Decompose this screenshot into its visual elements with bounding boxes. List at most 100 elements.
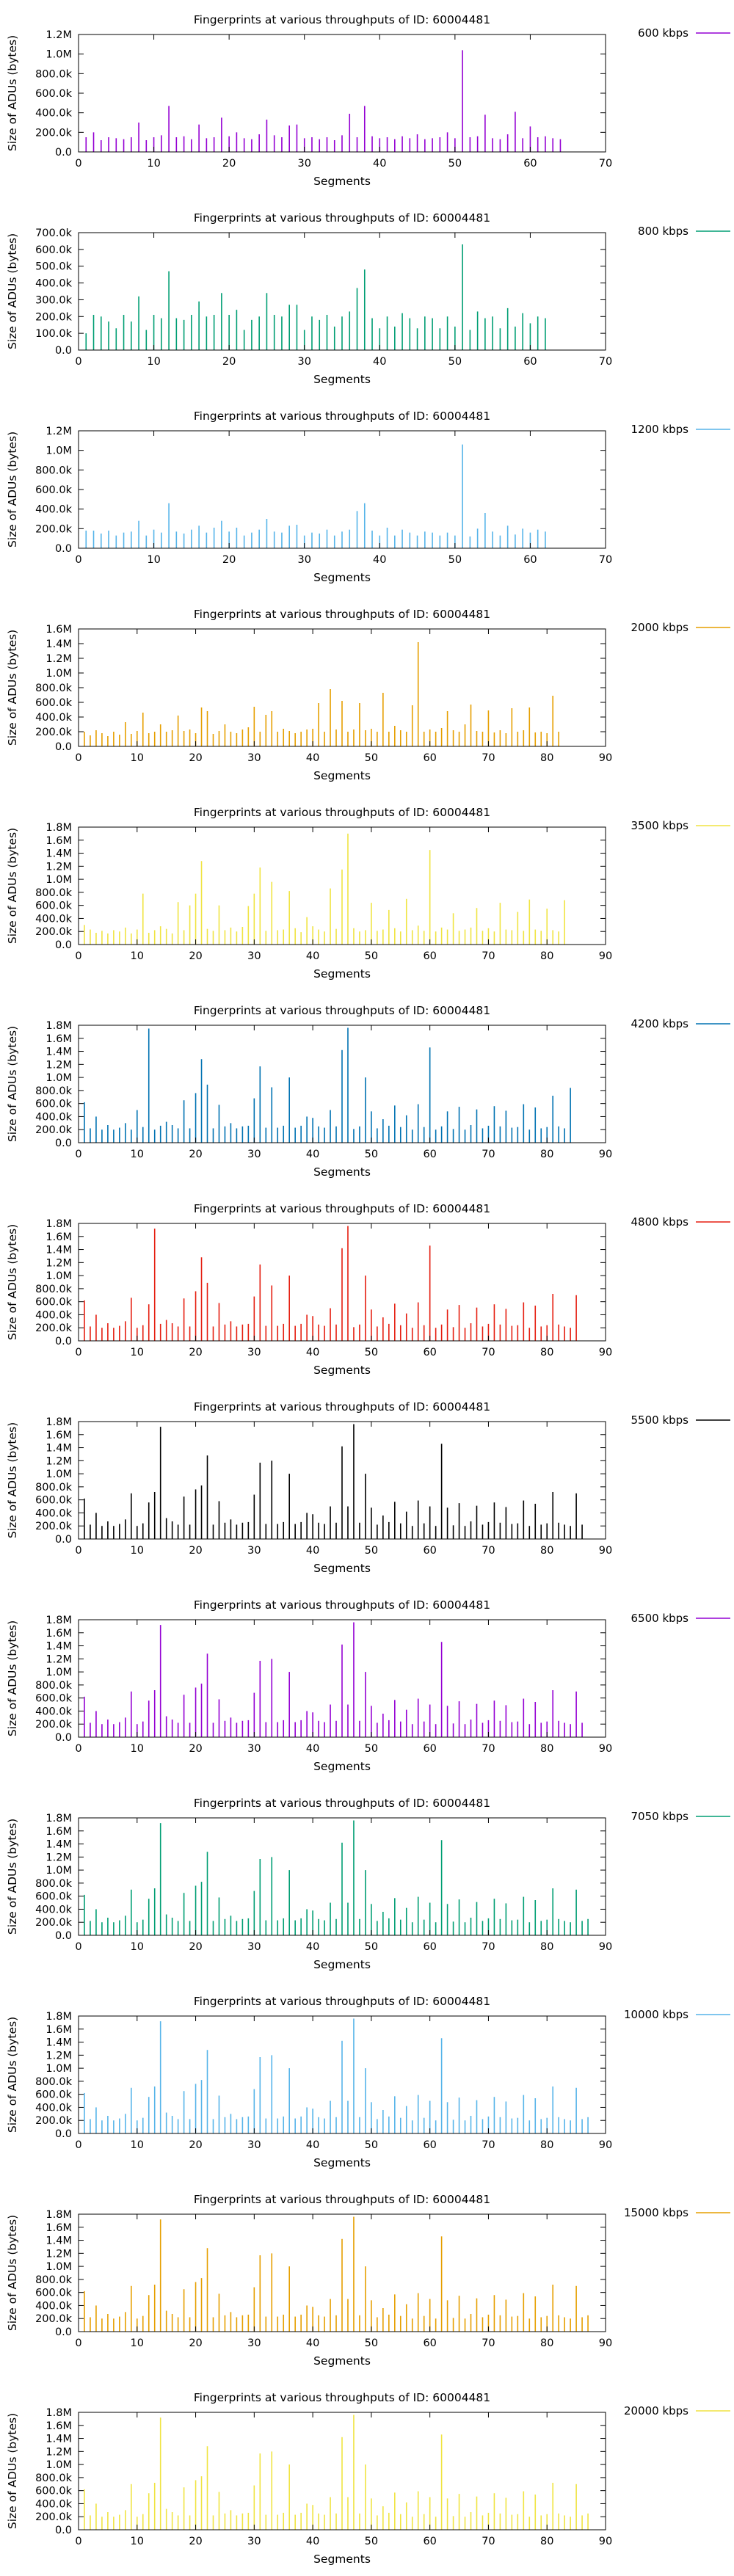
- y-tick-label: 1.4M: [46, 1641, 72, 1653]
- y-tick-label: 200.0k: [35, 2313, 73, 2325]
- x-tick-label: 0: [75, 950, 81, 962]
- y-tick-label: 0.0: [55, 345, 72, 357]
- x-tick-label: 50: [448, 158, 462, 170]
- legend-label: 20000 kbps: [624, 2404, 688, 2417]
- legend-label: 2000 kbps: [631, 621, 689, 634]
- y-tick-label: 1.4M: [46, 638, 72, 650]
- y-tick-label: 1.0M: [46, 445, 72, 457]
- y-axis-label: Size of ADUs (bytes): [6, 1026, 19, 1142]
- x-tick-label: 60: [523, 158, 537, 170]
- x-tick-label: 60: [423, 2337, 436, 2349]
- y-axis-label: Size of ADUs (bytes): [6, 630, 19, 746]
- y-tick-label: 800.0k: [35, 1284, 73, 1295]
- x-axis-label: Segments: [313, 1562, 371, 1575]
- x-axis-label: Segments: [313, 1958, 371, 1971]
- y-tick-label: 200.0k: [35, 311, 73, 323]
- x-tick-label: 10: [131, 1545, 144, 1557]
- legend-label: 1200 kbps: [631, 423, 689, 436]
- y-tick-label: 800.0k: [35, 1878, 73, 1890]
- y-tick-label: 1.8M: [46, 822, 72, 834]
- x-tick-label: 80: [540, 2139, 553, 2151]
- y-tick-label: 600.0k: [35, 1693, 73, 1705]
- x-tick-label: 90: [599, 1743, 612, 1755]
- x-tick-label: 30: [297, 356, 310, 368]
- chart-title: Fingerprints at various throughputs of I…: [194, 13, 490, 26]
- y-tick-label: 1.4M: [46, 2235, 72, 2247]
- x-tick-label: 20: [189, 752, 202, 764]
- plot-frame: [78, 1817, 606, 1936]
- y-tick-label: 800.0k: [35, 683, 73, 694]
- x-tick-label: 40: [306, 752, 319, 764]
- y-tick-label: 200.0k: [35, 727, 73, 738]
- x-tick-label: 80: [540, 1149, 553, 1160]
- x-axis-label: Segments: [313, 175, 371, 188]
- y-tick-label: 1.2M: [46, 2446, 72, 2458]
- y-tick-label: 1.0M: [46, 1469, 72, 1480]
- y-tick-label: 1.6M: [46, 2024, 72, 2036]
- x-tick-label: 0: [75, 2337, 81, 2349]
- x-tick-label: 80: [540, 2536, 553, 2547]
- y-tick-label: 1.2M: [46, 861, 72, 873]
- chart-title: Fingerprints at various throughputs of I…: [194, 1004, 490, 1017]
- x-tick-label: 90: [599, 2139, 612, 2151]
- y-tick-label: 500.0k: [35, 261, 73, 273]
- y-axis-label: Size of ADUs (bytes): [6, 2215, 19, 2331]
- x-tick-label: 10: [147, 158, 160, 170]
- bar-chart: Fingerprints at various throughputs of I…: [6, 1004, 730, 1179]
- y-tick-label: 1.4M: [46, 1047, 72, 1058]
- x-tick-label: 0: [75, 356, 81, 368]
- y-tick-label: 1.6M: [46, 2420, 72, 2432]
- x-tick-label: 60: [423, 2536, 436, 2547]
- y-tick-label: 600.0k: [35, 1495, 73, 1507]
- chart-panel: Fingerprints at various throughputs of I…: [0, 2378, 734, 2576]
- y-tick-label: 800.0k: [35, 1680, 73, 1692]
- plot-frame: [78, 2213, 606, 2332]
- y-tick-label: 1.6M: [46, 1628, 72, 1640]
- x-tick-label: 80: [540, 1743, 553, 1755]
- x-tick-label: 50: [365, 2536, 378, 2547]
- y-tick-label: 600.0k: [35, 484, 73, 496]
- y-tick-label: 600.0k: [35, 1891, 73, 1903]
- x-tick-label: 30: [247, 950, 261, 962]
- x-tick-label: 20: [189, 1149, 202, 1160]
- bar-chart: Fingerprints at various throughputs of I…: [6, 1797, 730, 1971]
- x-tick-label: 0: [75, 2139, 81, 2151]
- y-tick-label: 400.0k: [35, 1507, 73, 1519]
- y-tick-label: 1.4M: [46, 1245, 72, 1256]
- bar-chart: Fingerprints at various throughputs of I…: [6, 1400, 730, 1575]
- x-tick-label: 50: [365, 2139, 378, 2151]
- y-axis-label: Size of ADUs (bytes): [6, 35, 19, 151]
- chart-panel: Fingerprints at various throughputs of I…: [0, 793, 734, 991]
- y-tick-label: 1.6M: [46, 1826, 72, 1838]
- x-tick-label: 30: [247, 2536, 261, 2547]
- y-tick-label: 400.0k: [35, 712, 73, 724]
- x-tick-label: 40: [306, 2139, 319, 2151]
- y-tick-label: 0.0: [55, 741, 72, 753]
- y-tick-label: 800.0k: [35, 887, 73, 899]
- chart-title: Fingerprints at various throughputs of I…: [194, 1400, 490, 1413]
- x-tick-label: 10: [131, 2536, 144, 2547]
- y-tick-label: 0.0: [55, 543, 72, 555]
- x-tick-label: 40: [306, 2337, 319, 2349]
- x-tick-label: 90: [599, 2536, 612, 2547]
- x-tick-label: 40: [306, 1941, 319, 1953]
- y-axis-label: Size of ADUs (bytes): [6, 828, 19, 944]
- y-tick-label: 1.2M: [46, 1653, 72, 1665]
- y-tick-label: 1.2M: [46, 2050, 72, 2062]
- chart-title: Fingerprints at various throughputs of I…: [194, 2193, 490, 2206]
- y-tick-label: 0.0: [55, 1336, 72, 1347]
- legend-label: 4200 kbps: [631, 1017, 689, 1030]
- y-tick-label: 100.0k: [35, 328, 73, 340]
- legend-label: 6500 kbps: [631, 1612, 689, 1625]
- x-tick-label: 60: [423, 950, 436, 962]
- x-tick-label: 0: [75, 752, 81, 764]
- y-tick-label: 400.0k: [35, 1111, 73, 1123]
- chart-panel: Fingerprints at various throughputs of I…: [0, 396, 734, 594]
- y-tick-label: 0.0: [55, 2326, 72, 2338]
- x-tick-label: 60: [423, 1149, 436, 1160]
- x-tick-label: 50: [448, 554, 462, 566]
- x-tick-label: 30: [247, 1149, 261, 1160]
- y-tick-label: 0.0: [55, 1732, 72, 1744]
- y-tick-label: 400.0k: [35, 2102, 73, 2114]
- chart-title: Fingerprints at various throughputs of I…: [194, 1598, 490, 1612]
